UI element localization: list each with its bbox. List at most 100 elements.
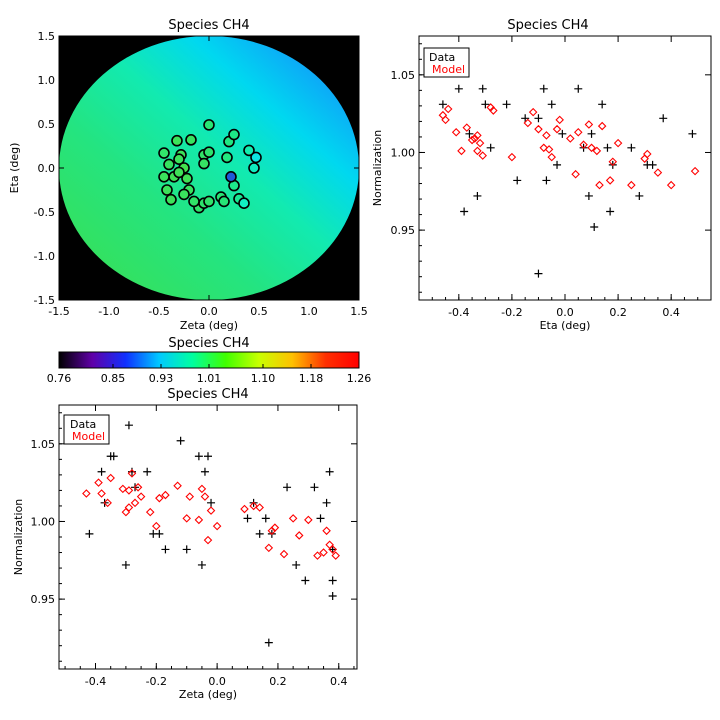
zeta-model-point (197, 484, 207, 494)
field-map-panel: Species CH4 -1.5 -1.0 -0.5 0.0 0.5 1.0 1.5-1.5… (8, 18, 368, 332)
zeta-model-point (124, 503, 134, 512)
zeta-model-point (182, 514, 191, 523)
zeta-x-label: Zeta (deg) (179, 688, 237, 701)
map-x-tick-label: -1.0 (98, 305, 119, 318)
zeta-data-point (328, 592, 337, 601)
map-x-tick-label: 1.0 (300, 305, 318, 318)
eta-model-point (534, 124, 543, 134)
zeta-data-point (176, 436, 185, 445)
eta-x-tick-label: -0.2 (501, 306, 522, 319)
zeta-data-point (207, 498, 216, 507)
zeta-model-point (97, 489, 106, 498)
eta-title: Species CH4 (507, 18, 588, 33)
eta-model-point (643, 149, 652, 159)
zeta-model-point (206, 506, 216, 515)
zeta-x-tick-label: -0.2 (146, 675, 167, 688)
colorbar-tick-label: 0.85 (101, 372, 126, 385)
zeta-model-point (264, 543, 274, 553)
map-x-tick-label: 0.0 (200, 305, 218, 318)
map-circle (250, 151, 262, 164)
zeta-model-point (294, 531, 304, 540)
zeta-data-point (109, 452, 118, 461)
eta-model-point (542, 131, 551, 140)
eta-x-tick-label: -0.4 (448, 306, 469, 319)
zeta-data-point (97, 467, 106, 476)
colorbar-tick-label: 1.10 (251, 372, 276, 385)
map-circle (238, 197, 250, 209)
map-circle (198, 157, 210, 170)
eta-model-point (547, 152, 557, 162)
map-x-tick-label: 0.5 (250, 305, 268, 318)
eta-data-point (521, 114, 530, 123)
map-circle (221, 151, 233, 164)
zeta-data-point (328, 545, 337, 554)
zeta-model-point (106, 473, 115, 483)
map-y-tick-label: 1.5 (38, 30, 56, 43)
zeta-model-point (304, 515, 313, 525)
zeta-model-point (155, 493, 164, 503)
zeta-data-point (194, 452, 203, 461)
eta-model-point (457, 146, 466, 156)
eta-points-group (438, 67, 700, 278)
eta-model-point (528, 107, 538, 117)
eta-model-point (627, 180, 636, 190)
eta-data-point (627, 143, 636, 152)
map-y-tick-label: 1.0 (38, 74, 56, 87)
eta-model-point (451, 128, 461, 137)
zeta-model-point (124, 486, 134, 495)
zeta-model-point (82, 489, 91, 498)
zeta-legend-data: Data (70, 418, 96, 431)
eta-data-point (606, 207, 615, 216)
zeta-model-point (152, 521, 161, 531)
zeta-x-tick-label: 0.2 (269, 675, 287, 688)
eta-model-point (473, 146, 482, 156)
map-circle (158, 171, 170, 183)
zeta-data-point (316, 514, 325, 523)
map-circle (188, 195, 200, 208)
zeta-x-tick-label: -0.4 (85, 675, 106, 688)
eta-data-point (598, 100, 607, 109)
eta-data-point (584, 191, 593, 200)
eta-model-point (595, 180, 604, 190)
zeta-x-tick-label: 0.0 (208, 675, 226, 688)
eta-x-label: Eta (deg) (540, 319, 591, 332)
eta-model-point (470, 134, 480, 143)
eta-model-point (552, 124, 562, 134)
eta-scatter-panel: Species CH4 -0.4 -0.2 0.0 0.2 0.4 0.95 1.00 1.0… (371, 18, 712, 332)
eta-data-point (438, 100, 447, 109)
zeta-model-point (267, 526, 277, 536)
eta-model-point (613, 138, 623, 148)
map-field-disc (59, 36, 359, 300)
eta-data-point (553, 160, 562, 169)
eta-model-point (438, 110, 448, 120)
map-circle (158, 147, 170, 159)
map-y-tick-label: -1.0 (34, 250, 55, 263)
map-circle (203, 146, 215, 158)
zeta-data-point (328, 576, 337, 585)
zeta-data-point (155, 529, 164, 538)
zeta-y-label: Normalization (12, 499, 25, 575)
zeta-model-point (212, 521, 222, 531)
zeta-data-point (255, 529, 264, 538)
zeta-data-point (197, 560, 206, 569)
zeta-model-point (130, 498, 140, 508)
zeta-model-point (328, 545, 337, 554)
zeta-model-point (288, 514, 298, 523)
map-circle (243, 144, 255, 157)
eta-model-point (443, 104, 453, 114)
colorbar-panel: Species CH4 0.76 0.85 0.93 1.01 1.10 1.18 1.26 (47, 336, 372, 385)
eta-model-point (467, 135, 477, 145)
zeta-points-group (82, 421, 340, 647)
zeta-model-point (103, 498, 112, 508)
eta-model-point (597, 121, 607, 131)
zeta-model-point (322, 526, 331, 536)
eta-x-tick-label: 0.4 (662, 306, 680, 319)
zeta-model-point (161, 490, 170, 500)
eta-data-point (558, 129, 567, 138)
eta-model-point (473, 131, 482, 140)
map-ticks-group: -1.5 -1.0 -0.5 0.0 0.5 1.0 1.5 -1.5 -1.0 -0.5 0.0 0… (34, 30, 368, 318)
zeta-model-point (136, 492, 146, 501)
eta-data-point (659, 114, 668, 123)
zeta-model-point (279, 549, 289, 559)
